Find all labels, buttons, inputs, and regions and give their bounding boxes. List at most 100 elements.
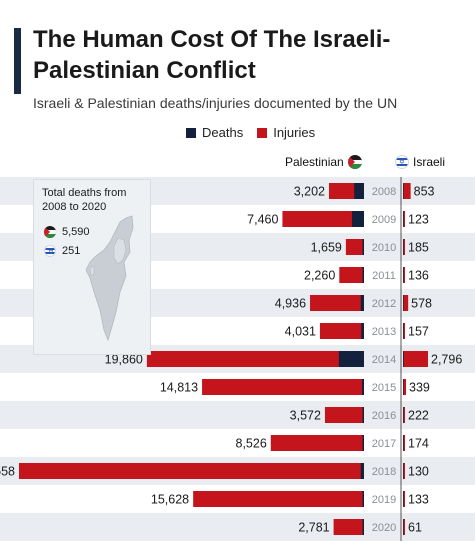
israeli-deaths-bar <box>403 435 404 451</box>
palestinian-deaths-bar <box>362 435 364 451</box>
israeli-deaths-bar <box>403 463 404 479</box>
israeli-value-label: 157 <box>408 325 429 339</box>
israeli-value-label: 130 <box>408 465 429 479</box>
palestinian-value-label: 4,031 <box>285 325 316 339</box>
palestinian-value-label: 3,572 <box>290 409 321 423</box>
chart-subtitle: Israeli & Palestinian deaths/injuries do… <box>33 95 398 111</box>
palestinian-deaths-bar <box>362 407 364 423</box>
israeli-injuries-bar <box>403 183 411 199</box>
inset-palestinian-flag-icon <box>44 226 56 238</box>
palestinian-injuries-bar <box>345 239 364 255</box>
israeli-deaths-bar <box>403 267 404 283</box>
israeli-injuries-bar <box>403 295 409 311</box>
israeli-injuries-bar <box>403 435 405 451</box>
palestinian-value-label: 14,813 <box>160 381 198 395</box>
year-label: 2018 <box>372 466 396 478</box>
palestinian-injuries-bar <box>319 323 364 339</box>
palestinian-injuries-bar <box>324 407 364 423</box>
israeli-value-label: 133 <box>408 493 429 507</box>
israeli-deaths-bar <box>403 379 404 395</box>
palestinian-deaths-bar <box>362 519 364 535</box>
palestinian-deaths-bar <box>362 379 364 395</box>
title-accent-bar <box>14 28 21 94</box>
israeli-column-header: ✡ Israeli <box>395 155 445 169</box>
year-label: 2011 <box>372 270 396 282</box>
israeli-deaths-bar <box>403 239 404 255</box>
legend-swatch-deaths <box>186 127 196 138</box>
palestinian-deaths-bar <box>360 295 364 311</box>
palestinian-deaths-bar <box>362 267 364 283</box>
israeli-flag-icon: ✡ <box>395 155 409 169</box>
legend-label-injuries: Injuries <box>273 125 316 140</box>
israeli-deaths-bar <box>403 183 404 199</box>
israeli-injuries-bar <box>403 519 405 535</box>
israeli-injuries-bar <box>403 267 405 283</box>
row-background <box>0 401 475 429</box>
inset-title: Total deaths from 2008 to 2020 <box>42 187 127 213</box>
palestinian-injuries-bar <box>339 267 364 283</box>
israeli-value-label: 185 <box>408 241 429 255</box>
israeli-injuries-bar <box>403 239 405 255</box>
palestinian-deaths-bar <box>362 239 364 255</box>
legend-swatch-injuries <box>257 127 268 138</box>
year-label: 2016 <box>372 410 396 422</box>
israeli-injuries-bar <box>403 323 405 339</box>
israeli-value-label: 174 <box>408 437 429 451</box>
israeli-injuries-bar <box>403 407 405 423</box>
palestinian-column-header: Palestinian <box>285 155 362 169</box>
palestinian-value-label: 7,460 <box>247 213 278 227</box>
israeli-deaths-bar <box>403 323 404 339</box>
palestinian-injuries-bar <box>270 435 364 451</box>
israeli-injuries-bar <box>403 379 407 395</box>
palestinian-value-label: 2,260 <box>304 269 335 283</box>
total-deaths-inset: Total deaths from 2008 to 2020 5,590 ✡ 2… <box>33 179 151 355</box>
legend: Deaths Injuries <box>186 125 329 140</box>
year-label: 2017 <box>372 438 396 450</box>
palestinian-value-label: 1,659 <box>311 241 342 255</box>
israeli-value-label: 222 <box>408 409 429 423</box>
palestinian-deaths-bar <box>354 183 364 199</box>
palestinian-value-label: 2,781 <box>298 521 329 535</box>
palestinian-injuries-bar <box>146 351 364 367</box>
israeli-deaths-bar <box>403 295 404 311</box>
palestinian-value-label: 8,526 <box>236 437 267 451</box>
legend-item-injuries: Injuries <box>257 125 315 140</box>
palestinian-injuries-bar <box>282 211 364 227</box>
palestinian-value-label: 3,202 <box>294 185 325 199</box>
israeli-deaths-bar <box>403 407 404 423</box>
inset-israeli-flag-icon: ✡ <box>44 245 56 257</box>
year-label: 2013 <box>372 326 396 338</box>
palestinian-value-label: 19,860 <box>105 353 143 367</box>
palestinian-injuries-bar <box>19 463 364 479</box>
palestinian-injuries-bar <box>193 491 364 507</box>
inset-palestinian-deaths: 5,590 <box>62 226 90 238</box>
year-label: 2020 <box>372 522 396 534</box>
inset-israeli-row: ✡ 251 <box>44 245 80 257</box>
israeli-injuries-bar <box>403 211 405 227</box>
palestinian-value-label: 31,558 <box>0 465 15 479</box>
palestinian-deaths-bar <box>361 323 364 339</box>
palestinian-injuries-bar <box>333 519 364 535</box>
row-background <box>0 513 475 541</box>
palestinian-deaths-bar <box>360 463 364 479</box>
israeli-value-label: 339 <box>409 381 430 395</box>
israeli-value-label: 578 <box>411 297 432 311</box>
israeli-injuries-bar <box>403 491 405 507</box>
israeli-injuries-bar <box>403 351 428 367</box>
palestinian-deaths-bar <box>362 491 364 507</box>
israeli-value-label: 2,796 <box>431 353 462 367</box>
inset-palestinian-row: 5,590 <box>44 226 90 238</box>
year-label: 2015 <box>372 382 396 394</box>
legend-item-deaths: Deaths <box>186 125 243 140</box>
chart-title: The Human Cost Of The Israeli-Palestinia… <box>33 26 391 84</box>
israeli-injuries-bar <box>403 463 405 479</box>
palestinian-value-label: 4,936 <box>275 297 306 311</box>
year-label: 2019 <box>372 494 396 506</box>
israel-palestine-map-icon <box>85 215 134 342</box>
israeli-deaths-bar <box>403 211 404 227</box>
palestinian-header-label: Palestinian <box>285 155 344 169</box>
palestinian-injuries-bar <box>202 379 364 395</box>
year-label: 2009 <box>372 214 396 226</box>
israeli-value-label: 853 <box>414 185 435 199</box>
israeli-header-label: Israeli <box>413 155 446 169</box>
